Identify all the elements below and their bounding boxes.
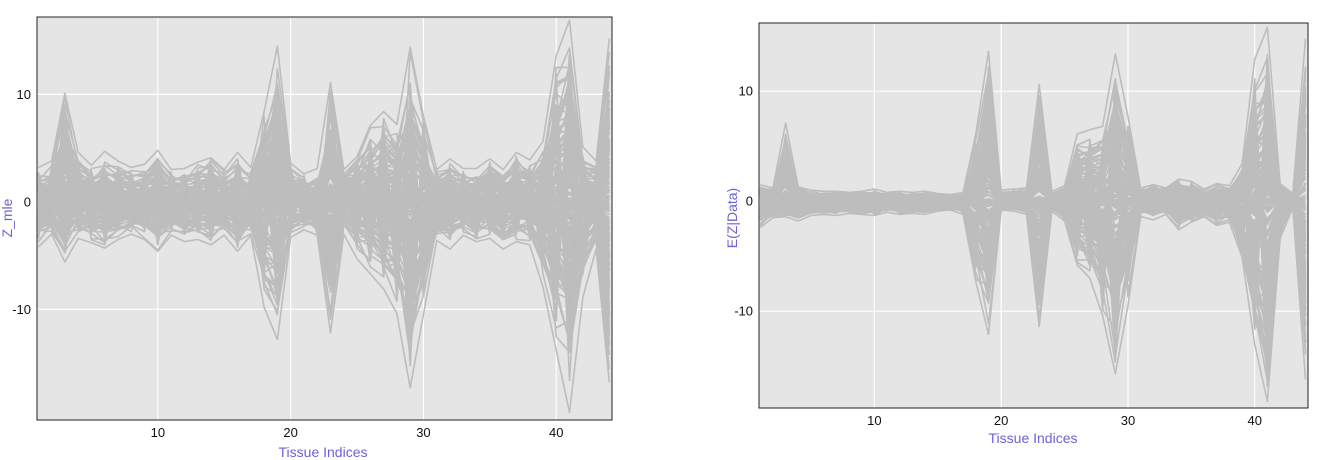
right-plot-frame bbox=[758, 22, 1309, 409]
left-series-line-198 bbox=[37, 75, 611, 346]
right-x-tick-label-20: 20 bbox=[994, 413, 1008, 428]
right-y-tick-label--10: -10 bbox=[734, 304, 753, 319]
left-plot-frame bbox=[36, 16, 613, 421]
left-series-line-199 bbox=[38, 161, 611, 253]
right-x-tick-label-10: 10 bbox=[867, 413, 881, 428]
left-y-tick-label--10: -10 bbox=[12, 302, 31, 317]
left-series-line-197 bbox=[37, 171, 610, 241]
right-series-line-191 bbox=[759, 78, 1307, 388]
left-x-tick-label-10: 10 bbox=[151, 425, 165, 440]
right-series-line-199 bbox=[760, 107, 1307, 275]
right-series-group bbox=[759, 26, 1307, 403]
right-series-line-1 bbox=[759, 207, 1307, 403]
left-series-group bbox=[37, 19, 611, 414]
left-x-axis-label: Tissue Indices bbox=[279, 444, 368, 460]
chart-z-mle-svg: 10 20 30 40 10 0 -10 Tissue Indices Z_mle bbox=[0, 16, 613, 460]
left-x-tick-label-40: 40 bbox=[549, 425, 563, 440]
left-y-axis-label: Z_mle bbox=[0, 198, 15, 237]
left-series-line-1 bbox=[37, 229, 611, 414]
right-y-tick-label-0: 0 bbox=[746, 194, 753, 209]
right-series-line-195 bbox=[760, 163, 1307, 246]
left-series-line-193 bbox=[37, 153, 611, 268]
right-x-tick-label-40: 40 bbox=[1248, 413, 1262, 428]
chart-z-mle: 10 20 30 40 10 0 -10 Tissue Indices Z_mle bbox=[0, 16, 613, 460]
right-y-tick-label-10: 10 bbox=[739, 84, 753, 99]
right-series-line-197 bbox=[760, 194, 1306, 207]
right-series-line-198 bbox=[760, 130, 1307, 279]
left-y-tick-label-0: 0 bbox=[24, 194, 31, 209]
right-x-tick-label-30: 30 bbox=[1121, 413, 1135, 428]
left-x-tick-label-20: 20 bbox=[283, 425, 297, 440]
right-series-line-189 bbox=[759, 93, 1307, 304]
right-y-axis-label: E(Z|Data) bbox=[724, 188, 740, 248]
chart-e-z-given-data: 10 20 30 40 10 0 -10 Tissue Indices E(Z|Data) bbox=[662, 0, 1324, 460]
left-y-tick-label-10: 10 bbox=[17, 87, 31, 102]
left-series-line-0 bbox=[37, 19, 611, 175]
chart-e-z-given-data-svg: 10 20 30 40 10 0 -10 Tissue Indices E(Z|Data) bbox=[724, 22, 1309, 446]
left-series-line-188 bbox=[38, 103, 611, 301]
right-x-axis-label: Tissue Indices bbox=[989, 430, 1078, 446]
left-series-line-191 bbox=[37, 191, 610, 217]
left-x-tick-label-30: 30 bbox=[416, 425, 430, 440]
right-series-line-187 bbox=[760, 138, 1307, 247]
